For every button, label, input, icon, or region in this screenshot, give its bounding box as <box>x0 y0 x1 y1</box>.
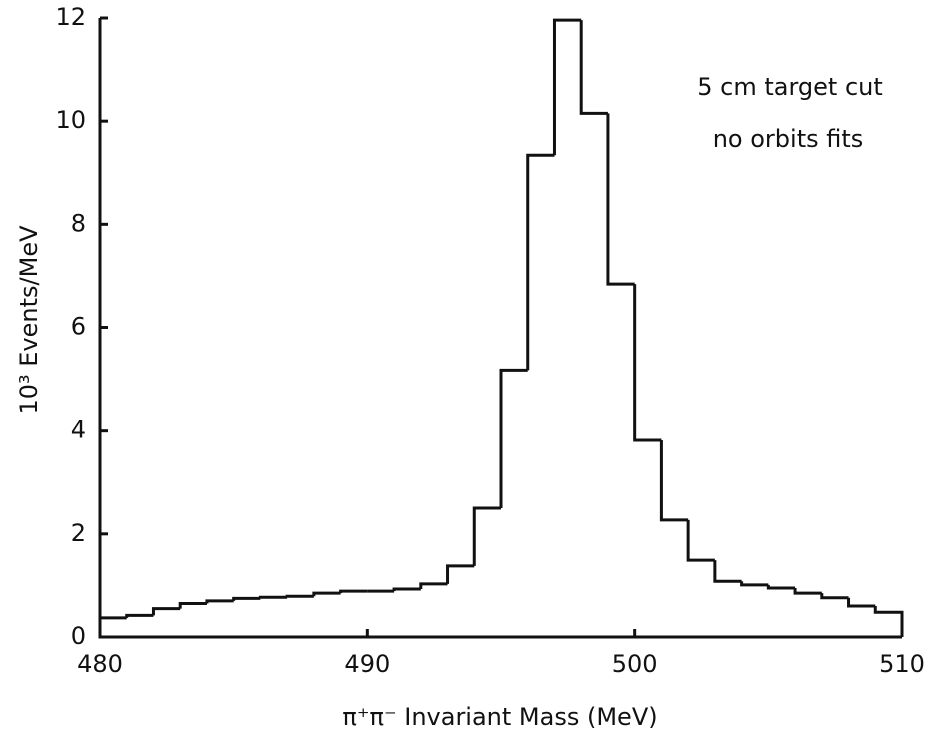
y-tick-label: 12 <box>55 3 86 31</box>
histogram-bar <box>232 596 261 601</box>
histogram-bar <box>258 595 288 599</box>
histogram-bar <box>392 587 421 592</box>
histogram-bar <box>633 284 662 442</box>
x-tick-label: 500 <box>612 650 658 678</box>
histogram-bar <box>766 584 796 590</box>
histogram-bar <box>873 606 904 637</box>
histogram-bar <box>98 616 127 637</box>
histogram-bar <box>820 593 849 600</box>
y-tick-label: 0 <box>71 622 86 650</box>
histogram-bar <box>419 582 448 590</box>
histogram-bar <box>579 20 608 115</box>
y-tick-label: 2 <box>71 519 86 547</box>
histogram-bar <box>151 607 181 616</box>
histogram-bar <box>686 519 715 562</box>
histogram-bar <box>446 564 475 584</box>
histogram-bar <box>312 591 341 597</box>
annotation: 5 cm target cut <box>697 73 883 101</box>
y-tick-label: 6 <box>71 313 86 341</box>
histogram-bar <box>178 601 207 609</box>
histogram-bar <box>552 18 582 156</box>
histogram-bar <box>125 613 154 618</box>
histogram-bar <box>499 368 528 509</box>
y-tick-label: 10 <box>55 106 86 134</box>
histogram-bar <box>472 506 501 566</box>
y-tick-label: 8 <box>71 209 86 237</box>
histogram-bar <box>847 597 876 608</box>
histogram-bar <box>205 599 234 604</box>
x-axis-label: π⁺π⁻ Invariant Mass (MeV) <box>342 703 657 731</box>
axis-line <box>98 18 902 639</box>
histogram-bar <box>659 439 689 522</box>
histogram-bar <box>793 587 822 595</box>
y-axis-label: 10³ Events/MeV <box>15 225 43 415</box>
annotation: no orbits fits <box>713 125 864 153</box>
x-tick-label: 480 <box>77 650 123 678</box>
histogram-bar <box>740 581 769 587</box>
histogram-bar <box>285 594 314 598</box>
histogram-bar <box>606 113 635 286</box>
x-tick-label: 490 <box>344 650 390 678</box>
histogram-bar <box>713 560 742 583</box>
x-tick-label: 510 <box>879 650 925 678</box>
histogram-bar <box>339 589 368 594</box>
y-tick-label: 4 <box>71 416 86 444</box>
histogram-bar <box>526 153 555 371</box>
